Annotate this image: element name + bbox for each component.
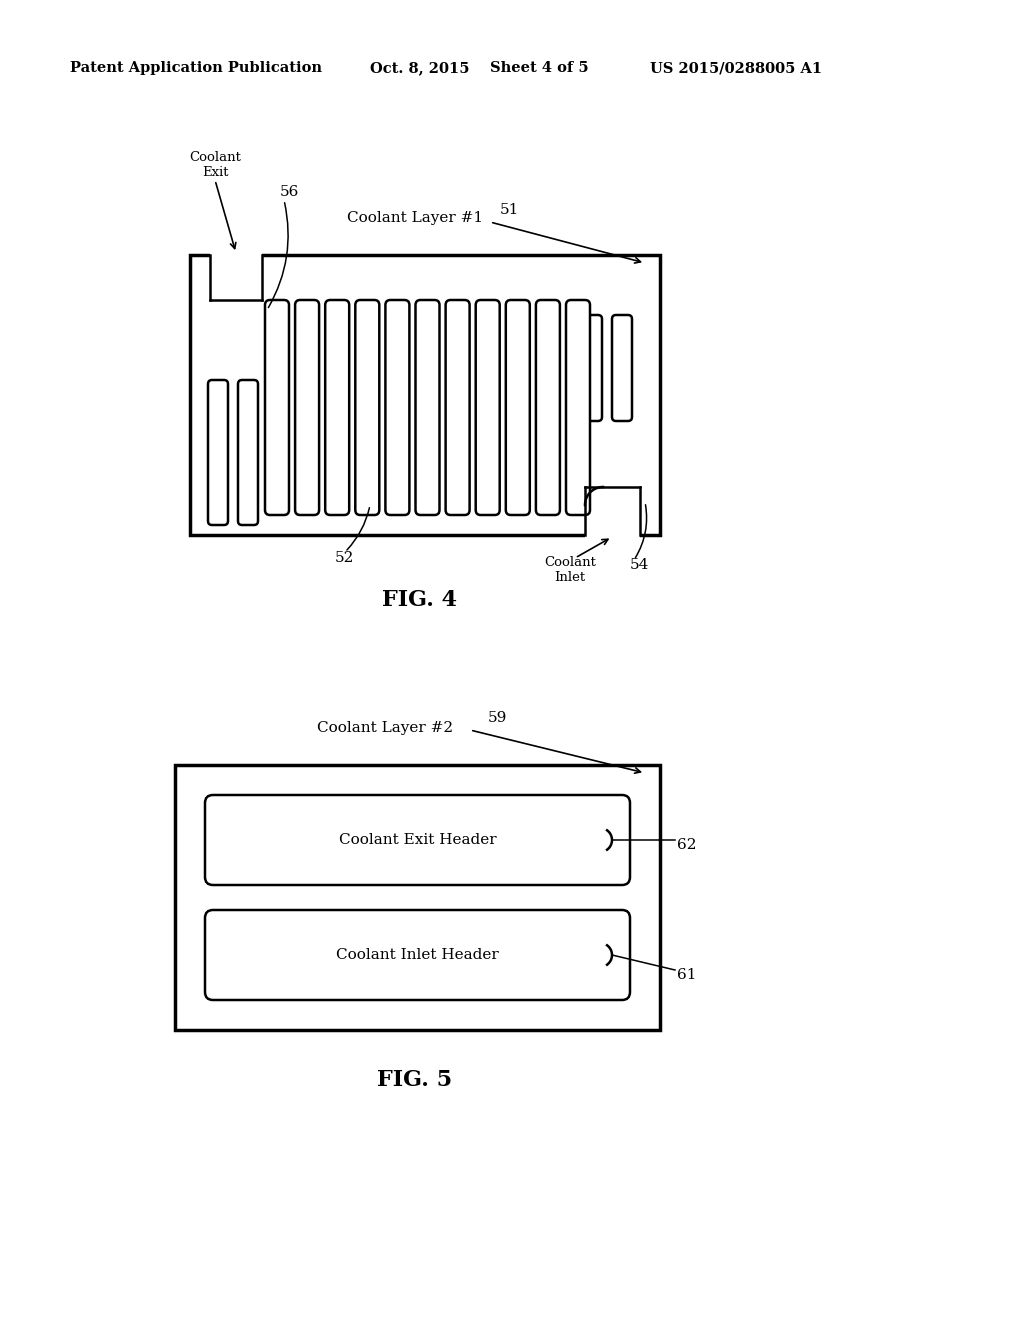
FancyBboxPatch shape <box>506 300 529 515</box>
Bar <box>210 253 262 259</box>
FancyBboxPatch shape <box>265 300 289 515</box>
FancyBboxPatch shape <box>205 795 630 884</box>
Bar <box>190 255 660 535</box>
Text: Coolant Inlet Header: Coolant Inlet Header <box>336 948 499 962</box>
Text: Sheet 4 of 5: Sheet 4 of 5 <box>490 61 589 75</box>
Text: 59: 59 <box>488 711 507 725</box>
FancyBboxPatch shape <box>295 300 319 515</box>
FancyBboxPatch shape <box>566 300 590 515</box>
FancyBboxPatch shape <box>612 315 632 421</box>
FancyBboxPatch shape <box>326 300 349 515</box>
Text: Coolant
Exit: Coolant Exit <box>189 150 241 180</box>
Text: US 2015/0288005 A1: US 2015/0288005 A1 <box>650 61 822 75</box>
Text: FIG. 4: FIG. 4 <box>383 589 458 611</box>
Text: 54: 54 <box>630 558 649 572</box>
Text: FIG. 5: FIG. 5 <box>378 1069 453 1092</box>
Bar <box>585 532 640 539</box>
Text: 61: 61 <box>677 968 696 982</box>
FancyBboxPatch shape <box>445 300 470 515</box>
Text: Coolant Exit Header: Coolant Exit Header <box>339 833 497 847</box>
Text: Oct. 8, 2015: Oct. 8, 2015 <box>370 61 469 75</box>
Text: Coolant Layer #1: Coolant Layer #1 <box>347 211 483 224</box>
FancyBboxPatch shape <box>476 300 500 515</box>
FancyBboxPatch shape <box>385 300 410 515</box>
Text: 52: 52 <box>335 550 354 565</box>
FancyBboxPatch shape <box>208 380 228 525</box>
Text: 56: 56 <box>280 185 299 199</box>
Text: Coolant Layer #2: Coolant Layer #2 <box>317 721 453 735</box>
FancyBboxPatch shape <box>355 300 379 515</box>
Text: 51: 51 <box>500 203 519 216</box>
Text: 62: 62 <box>677 838 696 851</box>
Text: Patent Application Publication: Patent Application Publication <box>70 61 322 75</box>
Text: Coolant
Inlet: Coolant Inlet <box>544 556 596 583</box>
FancyBboxPatch shape <box>238 380 258 525</box>
Bar <box>175 766 660 1030</box>
FancyBboxPatch shape <box>582 315 602 421</box>
FancyBboxPatch shape <box>416 300 439 515</box>
FancyBboxPatch shape <box>205 909 630 1001</box>
FancyBboxPatch shape <box>536 300 560 515</box>
